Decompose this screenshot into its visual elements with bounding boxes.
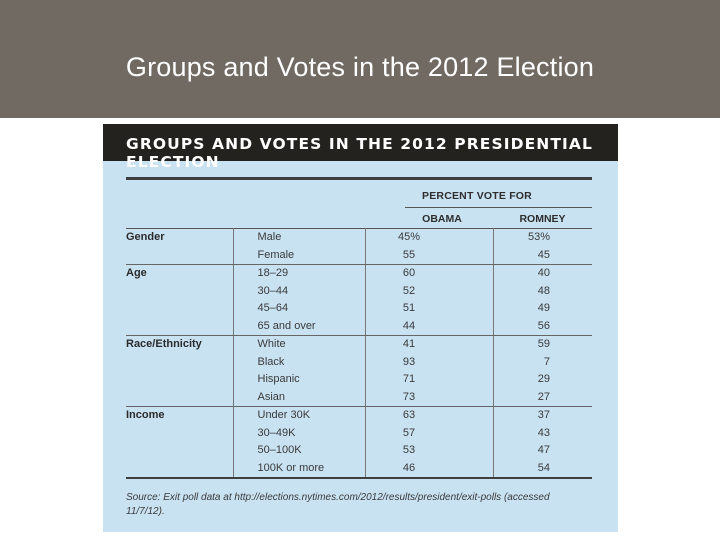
subgroup-label: 65 and over — [232, 317, 365, 336]
election-table-card: GROUPS AND VOTES IN THE 2012 PRESIDENTIA… — [103, 124, 618, 532]
subgroup-label: 30–49K — [232, 424, 365, 442]
subgroup-label: 18–29 — [232, 264, 365, 283]
subgroup-label: 45–64 — [232, 300, 365, 318]
group-label — [126, 300, 233, 318]
table-row: Black 93 7 — [126, 353, 592, 372]
group-label — [126, 459, 233, 479]
subgroup-label: Female — [232, 246, 365, 265]
romney-percent: 48 — [492, 282, 592, 300]
slide-title: Groups and Votes in the 2012 Election — [125, 52, 595, 82]
obama-percent: 93 — [364, 353, 493, 371]
obama-percent: 63 — [364, 406, 493, 425]
table-row: Age 18–29 60 40 — [126, 264, 592, 283]
romney-percent: 49 — [492, 300, 592, 318]
group-label: Age — [126, 267, 147, 279]
obama-percent: 71 — [364, 371, 493, 389]
table-row: Gender Male 45% 53% — [126, 228, 592, 247]
romney-percent: 53% — [492, 228, 592, 247]
romney-column-header: ROMNEY — [519, 213, 566, 225]
table-row: Race/Ethnicity White 41 59 — [126, 335, 592, 354]
obama-percent: 41 — [364, 335, 493, 354]
vote-table: PERCENT VOTE FOR OBAMA ROMNEY Gender Male… — [126, 177, 592, 479]
subgroup-label: 30–44 — [232, 282, 365, 300]
obama-percent: 46 — [364, 459, 493, 479]
table-row: Hispanic 71 29 — [126, 371, 592, 389]
romney-percent: 40 — [492, 264, 592, 283]
group-label — [126, 442, 233, 460]
table-row: 45–64 51 49 — [126, 300, 592, 318]
group-label — [126, 388, 233, 407]
subgroup-label: 100K or more — [232, 459, 365, 479]
romney-percent: 56 — [492, 317, 592, 336]
table-row: 30–44 52 48 — [126, 282, 592, 301]
table-row: Asian 73 27 — [126, 388, 592, 407]
group-label — [126, 317, 233, 336]
group-label — [126, 246, 233, 265]
subgroup-label: Male — [232, 228, 365, 247]
romney-percent: 27 — [492, 388, 592, 407]
obama-percent: 73 — [364, 388, 493, 407]
percent-vote-header: PERCENT VOTE FOR — [422, 190, 532, 202]
table-row: 50–100K 53 47 — [126, 442, 592, 460]
subgroup-label: Black — [232, 353, 365, 371]
group-label — [126, 354, 233, 372]
title-banner: Groups and Votes in the 2012 Election — [0, 0, 720, 118]
table-row: Female 55 45 — [126, 246, 592, 265]
table-row: 30–49K 57 43 — [126, 424, 592, 443]
group-label — [126, 283, 233, 301]
source-note: Source: Exit poll data at http://electio… — [126, 492, 550, 517]
romney-percent: 37 — [492, 406, 592, 425]
romney-percent: 47 — [492, 442, 592, 460]
group-label: Income — [126, 409, 165, 421]
top-rule — [126, 177, 592, 180]
obama-percent: 53 — [364, 442, 493, 460]
header-rule — [405, 207, 592, 208]
subgroup-label: Hispanic — [232, 371, 365, 389]
table-row: 100K or more 46 54 — [126, 459, 592, 479]
card-title: GROUPS AND VOTES IN THE 2012 PRESIDENTIA… — [126, 135, 593, 171]
romney-percent: 54 — [492, 459, 592, 479]
card-header: GROUPS AND VOTES IN THE 2012 PRESIDENTIA… — [103, 124, 618, 171]
vote-table-body: Gender Male 45% 53% Female 55 45 Age 18–29 60 40 30… — [126, 228, 592, 479]
obama-percent: 52 — [364, 282, 493, 300]
romney-percent: 29 — [492, 371, 592, 389]
subgroup-label: White — [232, 335, 365, 354]
group-label — [126, 425, 233, 443]
table-header: PERCENT VOTE FOR OBAMA ROMNEY — [126, 180, 592, 228]
subgroup-label: 50–100K — [232, 442, 365, 460]
table-row: 65 and over 44 56 — [126, 317, 592, 336]
obama-percent: 51 — [364, 300, 493, 318]
obama-percent: 45% — [364, 228, 493, 247]
group-label — [126, 371, 233, 389]
romney-percent: 7 — [492, 353, 592, 371]
subgroup-label: Asian — [232, 388, 365, 407]
romney-percent: 59 — [492, 335, 592, 354]
table-row: Income Under 30K 63 37 — [126, 406, 592, 425]
romney-percent: 45 — [492, 246, 592, 265]
obama-percent: 60 — [364, 264, 493, 283]
subgroup-label: Under 30K — [232, 406, 365, 425]
obama-percent: 44 — [364, 317, 493, 336]
group-label: Race/Ethnicity — [126, 338, 202, 350]
group-label: Gender — [126, 231, 165, 243]
romney-percent: 43 — [492, 424, 592, 442]
obama-percent: 55 — [364, 246, 493, 265]
obama-percent: 57 — [364, 424, 493, 442]
obama-column-header: OBAMA — [422, 213, 462, 225]
